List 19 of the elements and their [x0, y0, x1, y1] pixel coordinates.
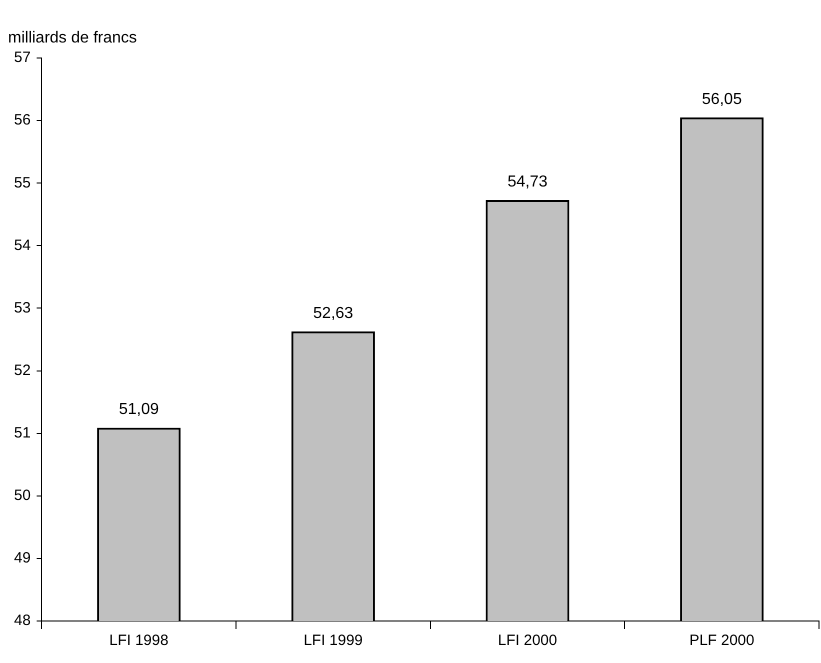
y-tick-label: 55: [14, 174, 31, 192]
y-tick-label: 50: [14, 487, 31, 504]
y-tick-label: 57: [14, 49, 31, 66]
y-tick-label: 51: [14, 424, 31, 442]
x-tick-label: LFI 2000: [498, 632, 558, 650]
y-tick-label: 56: [14, 112, 31, 129]
data-label: 51,09: [118, 401, 159, 418]
data-label: 52,63: [313, 304, 354, 322]
y-axis-title: milliards de francs: [8, 29, 137, 46]
y-tick-label: 52: [14, 362, 31, 379]
data-label: 54,73: [507, 173, 548, 190]
data-label: 56,05: [702, 90, 742, 108]
x-tick-label: LFI 1998: [109, 632, 168, 650]
y-tick-label: 53: [14, 299, 31, 316]
y-tick-label: 48: [14, 612, 31, 630]
x-tick-label: PLF 2000: [689, 632, 754, 650]
x-tick-label: LFI 1999: [304, 632, 363, 650]
y-tick-label: 54: [14, 236, 31, 254]
y-tick-label: 49: [14, 550, 31, 567]
